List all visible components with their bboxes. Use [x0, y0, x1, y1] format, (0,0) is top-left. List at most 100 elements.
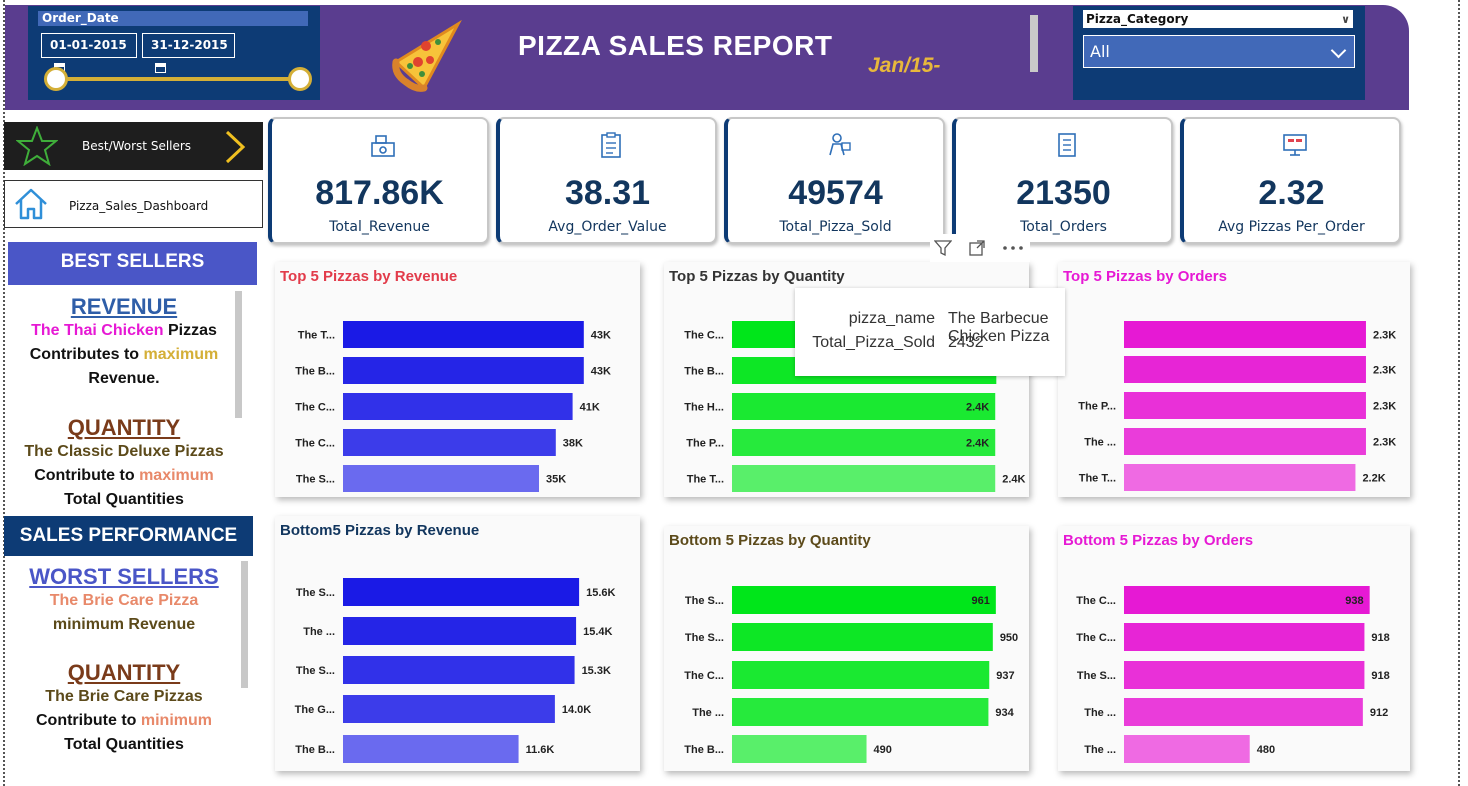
bar[interactable]: [732, 465, 996, 492]
tooltip-key: pizza_name: [848, 310, 935, 327]
bar[interactable]: [1124, 392, 1366, 419]
data-label: 937: [996, 670, 1014, 682]
chart-plot: The T... 43K The B... 43K The C... 41K The C..…: [295, 321, 611, 492]
total-quantities-text: Total Quantities: [64, 491, 184, 508]
frame-border-right: [1458, 0, 1460, 786]
data-label: 480: [1257, 744, 1275, 756]
date-slicer-title: Order_Date: [38, 11, 308, 26]
data-label: 35K: [546, 474, 566, 486]
category-label: The C...: [295, 402, 335, 414]
category-label: The ...: [303, 626, 335, 638]
start-date-input[interactable]: 01-01-2015: [41, 33, 137, 73]
category-label: The C...: [1076, 595, 1116, 607]
clipboard-icon: [601, 132, 621, 158]
kpi-value: 49574: [788, 174, 883, 212]
data-label: 934: [995, 707, 1014, 719]
category-label: The S...: [296, 474, 335, 486]
chart-bottom5-orders[interactable]: Bottom 5 Pizzas by Orders The C... 938 The…: [1058, 526, 1410, 771]
bar[interactable]: [343, 321, 584, 348]
category-label: The ...: [1084, 707, 1116, 719]
data-label: 2.4K: [966, 438, 989, 450]
end-date-value: 31-12-2015: [151, 38, 228, 52]
date-range-end-handle[interactable]: [288, 67, 312, 91]
bar[interactable]: [732, 429, 996, 456]
data-label: 950: [1000, 632, 1018, 644]
more-options-icon[interactable]: [1002, 245, 1024, 251]
focus-mode-icon[interactable]: [968, 239, 986, 257]
best-worst-sellers-button[interactable]: Best/Worst Sellers: [4, 122, 263, 170]
chevron-right-icon: [225, 130, 246, 164]
category-label: The B...: [295, 366, 335, 378]
bar[interactable]: [732, 586, 996, 614]
data-label: 2.3K: [1373, 437, 1396, 449]
category-label: The S...: [296, 587, 335, 599]
bar[interactable]: [732, 623, 993, 651]
cash-register-icon: [371, 135, 395, 157]
bar[interactable]: [343, 465, 539, 492]
end-date-input[interactable]: 31-12-2015: [142, 33, 235, 73]
data-label: 918: [1371, 670, 1389, 682]
data-label: 2.4K: [1002, 474, 1025, 486]
chart-top5-orders[interactable]: Top 5 Pizzas by Orders 2.3K 2.3K The P... 2…: [1058, 262, 1410, 497]
data-label: 15.3K: [582, 665, 611, 677]
chart-bottom5-quantity[interactable]: Bottom 5 Pizzas by Quantity The S... 961 T…: [664, 526, 1029, 771]
chevron-down-icon[interactable]: ∨: [1341, 13, 1350, 26]
bar[interactable]: [1124, 661, 1365, 689]
kpi-value: 38.31: [564, 174, 651, 212]
bar[interactable]: [343, 357, 584, 384]
data-label: 43K: [591, 330, 611, 342]
bar[interactable]: [343, 578, 580, 606]
bar[interactable]: [1124, 735, 1250, 763]
data-label: 961: [971, 595, 989, 607]
bar[interactable]: [732, 393, 996, 420]
report-title: PIZZA SALES REPORT: [518, 30, 833, 61]
bar[interactable]: [343, 695, 555, 723]
worst-quantity-insight: QUANTITY The Brie Care Pizzas Contribute…: [6, 661, 242, 757]
category-label: The T...: [687, 474, 724, 486]
top-revenue-pizza: The Thai Chicken: [31, 322, 164, 339]
minimum-text: minimum: [140, 712, 212, 729]
category-selected-value: All: [1090, 42, 1110, 61]
bar[interactable]: [1124, 623, 1365, 651]
bar[interactable]: [1124, 321, 1366, 348]
bar[interactable]: [1124, 428, 1366, 455]
worst-sellers-heading: WORST SELLERS: [29, 564, 219, 589]
chart-bottom5-revenue[interactable]: Bottom5 Pizzas by Revenue The S... 15.6K T…: [275, 516, 640, 771]
chart-title: Top 5 Pizzas by Quantity: [669, 268, 845, 285]
bar[interactable]: [343, 429, 556, 456]
top-quantity-pizza: The Classic Deluxe Pizzas: [24, 443, 224, 460]
category-label: The B...: [295, 744, 335, 756]
filter-icon[interactable]: [934, 239, 952, 257]
bar[interactable]: [343, 393, 573, 420]
bar[interactable]: [343, 656, 575, 684]
report-month: Jan/15-: [868, 54, 941, 77]
home-icon: [15, 188, 47, 220]
data-label: 2.3K: [1373, 401, 1396, 413]
bar[interactable]: [732, 698, 989, 726]
scrollbar[interactable]: [235, 291, 242, 418]
bar[interactable]: [343, 735, 519, 763]
bar[interactable]: [1124, 356, 1366, 383]
bar[interactable]: [732, 661, 990, 689]
calendar-icon[interactable]: [155, 63, 166, 73]
sales-performance-banner: SALES PERFORMANCE: [4, 516, 253, 556]
category-label: The T...: [1079, 473, 1116, 485]
category-slicer-title[interactable]: Pizza_Category ∨: [1083, 10, 1353, 28]
dashboard-nav-button[interactable]: Pizza_Sales_Dashboard: [4, 180, 263, 228]
scrollbar[interactable]: [241, 561, 248, 688]
bar[interactable]: [1124, 464, 1356, 491]
date-range-start-handle[interactable]: [44, 67, 68, 91]
category-label: The C...: [295, 438, 335, 450]
bar[interactable]: [343, 617, 577, 645]
chart-top5-revenue[interactable]: Top 5 Pizzas by Revenue The T... 43K The B…: [275, 262, 640, 497]
tooltip-key: Total_Pizza_Sold: [812, 334, 935, 351]
data-label: 2.2K: [1362, 473, 1385, 485]
kpi-avg-pizzas-per-order: 2.32 Avg Pizzas Per_Order: [1180, 117, 1401, 244]
pizza-slice-icon: [392, 19, 462, 92]
category-label: The S...: [685, 595, 724, 607]
bar[interactable]: [1124, 586, 1370, 614]
bar[interactable]: [1124, 698, 1363, 726]
pizzas-word: Pizzas: [168, 322, 217, 339]
bar[interactable]: [732, 735, 867, 763]
category-dropdown[interactable]: All: [1083, 35, 1355, 68]
